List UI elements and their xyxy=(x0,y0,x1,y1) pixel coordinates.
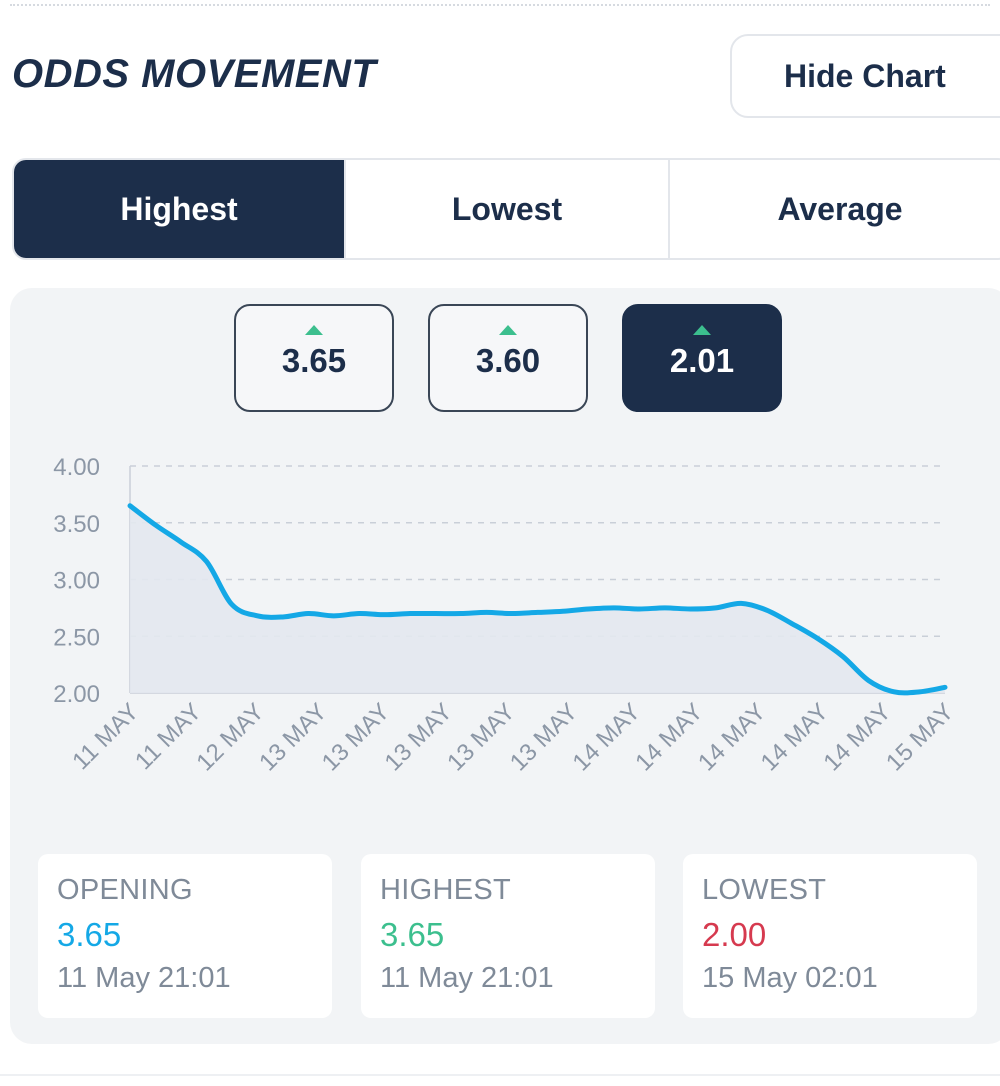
odds-option-value: 3.60 xyxy=(475,342,541,379)
stat-time: 11 May 21:01 xyxy=(57,962,231,994)
stat-time: 11 May 21:01 xyxy=(380,962,554,994)
stat-label: HIGHEST xyxy=(380,874,511,906)
x-tick-label: 13 MAY xyxy=(442,698,520,776)
odds-option-value: 3.65 xyxy=(281,342,347,379)
odds-option-1[interactable]: 3.65 xyxy=(234,304,394,412)
x-tick-label: 12 MAY xyxy=(191,698,269,776)
x-tick-label: 13 MAY xyxy=(317,698,395,776)
odds-option-3[interactable]: 2.01 xyxy=(622,304,782,412)
odds-type-tabs: Highest Lowest Average xyxy=(12,158,1000,260)
odds-option-2[interactable]: 3.60 xyxy=(428,304,588,412)
y-tick-label: 2.00 xyxy=(53,681,100,708)
stat-label: OPENING xyxy=(57,874,193,906)
stat-time: 15 May 02:01 xyxy=(702,962,878,994)
hide-chart-button[interactable]: Hide Chart xyxy=(730,34,1000,118)
x-tick-label: 13 MAY xyxy=(380,698,458,776)
x-tick-label: 14 MAY xyxy=(818,698,896,776)
odds-option-value: 2.01 xyxy=(669,342,735,379)
stat-card-highest: HIGHEST 3.65 11 May 21:01 xyxy=(361,854,655,1018)
series-area xyxy=(130,505,945,693)
chart-panel: 3.65 3.60 2.01 4.00 3.50 3.00 2.50 2.00 11 MA… xyxy=(10,288,1000,1044)
stat-value: 2.00 xyxy=(702,916,767,953)
x-tick-label: 14 MAY xyxy=(630,698,708,776)
tab-average[interactable]: Average xyxy=(668,160,1000,258)
x-tick-label: 11 MAY xyxy=(67,698,144,775)
x-tick-label: 13 MAY xyxy=(505,698,583,776)
x-tick-label: 13 MAY xyxy=(254,698,332,776)
y-tick-label: 3.00 xyxy=(53,568,100,595)
top-divider xyxy=(10,4,990,6)
up-arrow-icon xyxy=(693,325,711,335)
y-tick-label: 3.50 xyxy=(53,511,100,538)
x-tick-label: 11 MAY xyxy=(130,698,207,775)
stat-value: 3.65 xyxy=(57,916,122,953)
series-line xyxy=(127,503,948,696)
tab-lowest[interactable]: Lowest xyxy=(344,160,668,258)
up-arrow-icon xyxy=(499,325,517,335)
stat-card-opening: OPENING 3.65 11 May 21:01 xyxy=(38,854,332,1018)
page-title: ODDS MOVEMENT xyxy=(12,52,377,96)
y-tick-label: 2.50 xyxy=(53,624,100,651)
stat-card-lowest: LOWEST 2.00 15 May 02:01 xyxy=(683,854,977,1018)
up-arrow-icon xyxy=(305,325,323,335)
tab-highest[interactable]: Highest xyxy=(14,160,344,258)
stat-label: LOWEST xyxy=(702,874,827,906)
bottom-divider xyxy=(0,1074,1000,1076)
x-tick-label: 14 MAY xyxy=(568,698,646,776)
x-tick-label: 14 MAY xyxy=(693,698,771,776)
x-tick-label: 15 MAY xyxy=(881,698,959,776)
y-tick-label: 4.00 xyxy=(53,454,100,481)
x-tick-label: 14 MAY xyxy=(756,698,834,776)
stat-value: 3.65 xyxy=(380,916,445,953)
